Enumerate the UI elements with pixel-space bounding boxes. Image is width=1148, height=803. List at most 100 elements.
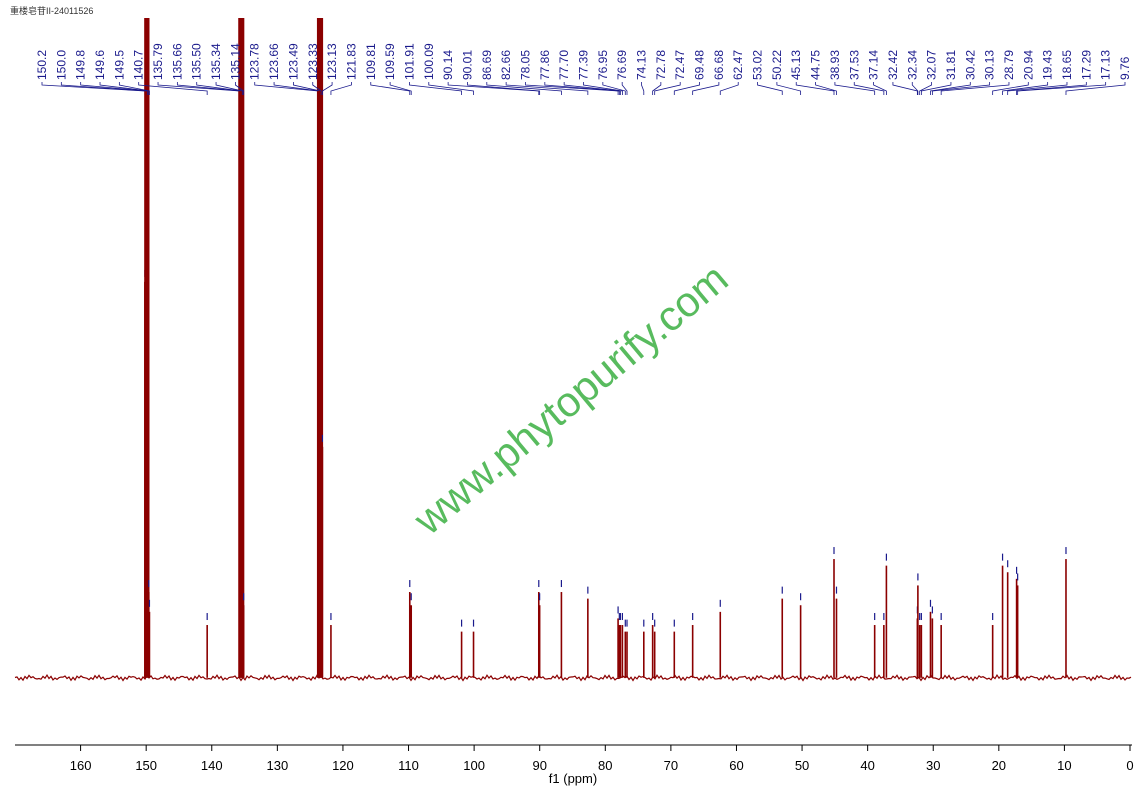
peak-connector	[583, 82, 623, 95]
x-tick-label: 100	[463, 758, 485, 773]
peak-label: 31.81	[944, 50, 958, 80]
peak-connector	[1065, 82, 1126, 95]
peak-label: 30.13	[983, 50, 997, 80]
peak-label: 150.0	[54, 50, 68, 80]
peak-connector	[815, 82, 837, 95]
peak-label: 62.47	[731, 50, 745, 80]
peak-connector	[673, 82, 700, 95]
peak-label: 150.2	[35, 50, 49, 80]
peak-connector	[892, 82, 918, 95]
peak-connector	[563, 82, 621, 95]
peak-label: 121.83	[344, 43, 358, 80]
peak-label: 44.75	[809, 50, 823, 80]
peak-label: 123.78	[248, 43, 262, 80]
x-tick-label: 120	[332, 758, 354, 773]
peak-connector	[157, 82, 240, 95]
peak-label: 123.13	[325, 43, 339, 80]
peak-connector	[776, 82, 802, 95]
peak-connector	[873, 82, 887, 95]
peak-label: 74.13	[635, 50, 649, 80]
peak-connector	[940, 82, 1010, 95]
peak-connector	[930, 82, 971, 95]
x-tick-label: 0	[1126, 758, 1133, 773]
baseline	[14, 673, 1132, 682]
peak-connector	[834, 82, 876, 95]
peak-label: 123.33	[306, 43, 320, 80]
peak-label: 135.79	[151, 43, 165, 80]
peak-connector	[525, 82, 619, 95]
peak-label: 140.7	[132, 50, 146, 80]
peak-label: 17.13	[1099, 50, 1113, 80]
peak-connector	[312, 82, 322, 95]
peak-connector	[322, 82, 333, 95]
peak-connector	[1016, 82, 1087, 95]
peak-label: 72.47	[673, 50, 687, 80]
peak-label: 18.65	[1060, 50, 1074, 80]
x-tick-label: 80	[598, 758, 612, 773]
peak-connector	[719, 82, 739, 95]
watermark: www.phytopurify.com	[404, 254, 737, 544]
peak-label: 17.29	[1079, 50, 1093, 80]
peak-label: 32.34	[905, 50, 919, 80]
peak-label: 149.6	[93, 50, 107, 80]
peak-connector	[652, 82, 662, 95]
x-tick-label: 90	[532, 758, 546, 773]
peak-label: 109.81	[364, 43, 378, 80]
peak-connector	[621, 82, 628, 95]
peak-connector	[853, 82, 885, 95]
peak-label: 53.02	[751, 50, 765, 80]
peak-label: 82.66	[499, 50, 513, 80]
x-tick-label: 30	[926, 758, 940, 773]
peak-connector	[234, 82, 245, 95]
x-tick-label: 60	[729, 758, 743, 773]
peak-connector	[370, 82, 411, 95]
peak-label: 66.68	[712, 50, 726, 80]
x-tick-label: 130	[267, 758, 289, 773]
peak-connector	[641, 82, 645, 95]
peak-connector	[138, 82, 208, 95]
peak-label: 28.79	[1002, 50, 1016, 80]
peak-connector	[215, 82, 243, 95]
peak-connector	[273, 82, 320, 95]
peak-label: 32.07	[925, 50, 939, 80]
peak-label: 90.01	[460, 50, 474, 80]
peak-label: 149.5	[112, 50, 126, 80]
peak-label: 135.34	[209, 43, 223, 80]
chart-title: 重楼皂苷II-24011526	[10, 5, 93, 16]
peak-label: 78.05	[518, 50, 532, 80]
peak-label: 77.70	[557, 50, 571, 80]
peak-connector	[931, 82, 991, 95]
peak-label: 77.86	[538, 50, 552, 80]
peak-connector	[330, 82, 352, 95]
peak-label: 123.66	[267, 43, 281, 80]
peak-label: 32.42	[886, 50, 900, 80]
peak-connector	[389, 82, 412, 95]
x-tick-label: 20	[992, 758, 1006, 773]
peak-connector	[920, 82, 952, 95]
peak-connector	[602, 82, 626, 95]
peak-connector	[80, 82, 148, 95]
peak-label: 20.94	[1021, 50, 1035, 80]
peak-connector	[654, 82, 681, 95]
peak-connector	[428, 82, 474, 95]
peak-label: 76.95	[596, 50, 610, 80]
x-tick-label: 10	[1057, 758, 1071, 773]
peak-connector	[911, 82, 919, 95]
peak-connector	[1007, 82, 1068, 95]
peak-label: 30.42	[963, 50, 977, 80]
x-tick-label: 110	[398, 758, 419, 773]
x-tick-label: 150	[135, 758, 157, 773]
x-tick-label: 40	[860, 758, 874, 773]
peak-label: 109.59	[383, 43, 397, 80]
peak-label: 100.09	[422, 43, 436, 80]
peak-label: 135.50	[190, 43, 204, 80]
peak-label: 135.14	[228, 43, 242, 80]
peak-label: 149.8	[74, 50, 88, 80]
peak-connector	[118, 82, 150, 95]
peak-connector	[99, 82, 150, 95]
peak-label: 90.14	[441, 50, 455, 80]
x-tick-label: 160	[70, 758, 92, 773]
peak-label: 69.48	[693, 50, 707, 80]
peak-connector	[1017, 82, 1107, 95]
